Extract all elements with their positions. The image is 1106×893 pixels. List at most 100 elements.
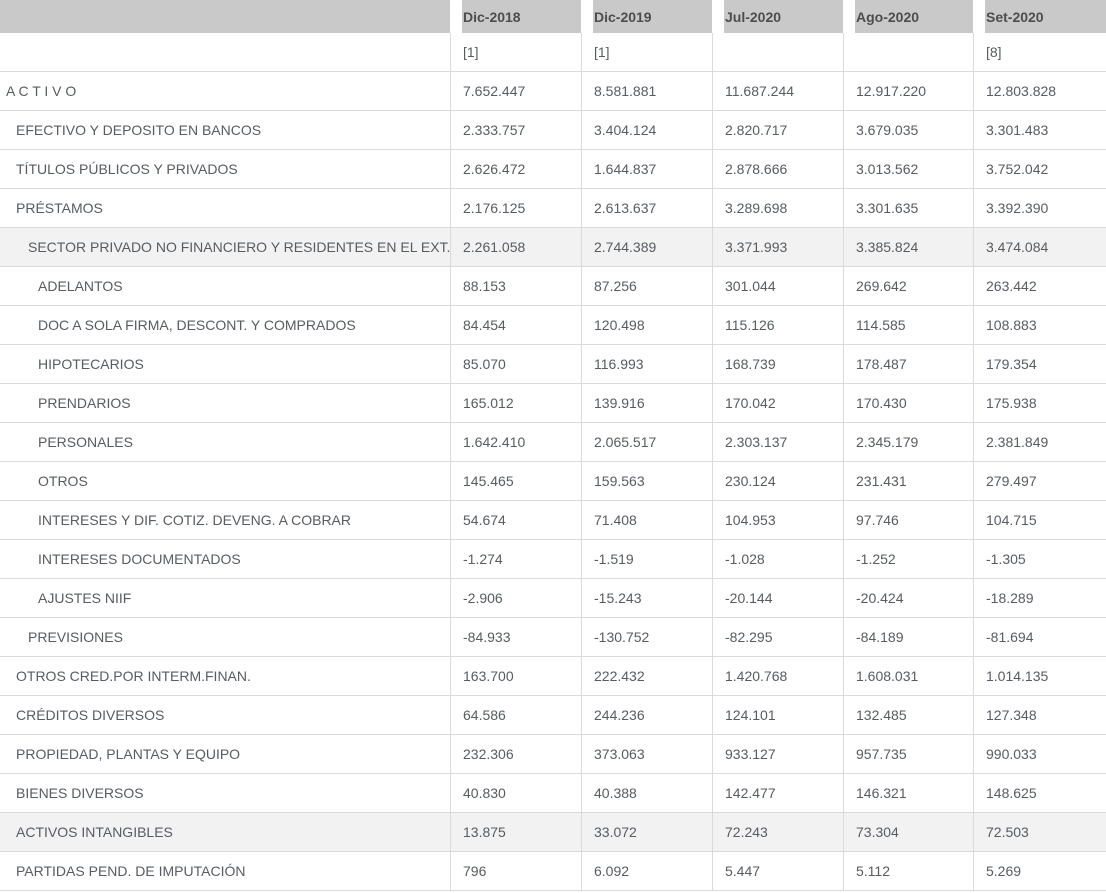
notes-row: [1] [1] [8] (0, 33, 1106, 72)
value-cell: 2.381.849 (973, 423, 1106, 462)
table-row: PROPIEDAD, PLANTAS Y EQUIPO 232.306 373.06… (0, 735, 1106, 774)
value-cell: -18.289 (973, 579, 1106, 618)
column-header-dic-2018: Dic-2018 (450, 0, 581, 33)
value-cell: 168.739 (712, 345, 843, 384)
value-cell: -1.252 (843, 540, 973, 579)
value-cell: 145.465 (450, 462, 581, 501)
value-cell: 2.345.179 (843, 423, 973, 462)
value-cell: 301.044 (712, 267, 843, 306)
row-label: SECTOR PRIVADO NO FINANCIERO Y RESIDENTE… (0, 228, 450, 267)
value-cell: 5.269 (973, 852, 1106, 891)
value-cell: 159.563 (581, 462, 712, 501)
value-cell: 175.938 (973, 384, 1106, 423)
value-cell: 2.878.666 (712, 150, 843, 189)
notes-row-label (0, 33, 450, 72)
value-cell: 163.700 (450, 657, 581, 696)
row-label: PERSONALES (0, 423, 450, 462)
value-cell: 13.875 (450, 813, 581, 852)
value-cell: 142.477 (712, 774, 843, 813)
value-cell: 104.953 (712, 501, 843, 540)
value-cell: 8.581.881 (581, 72, 712, 111)
row-label: PROPIEDAD, PLANTAS Y EQUIPO (0, 735, 450, 774)
row-label: BIENES DIVERSOS (0, 774, 450, 813)
value-cell: 3.289.698 (712, 189, 843, 228)
table-row: PERSONALES 1.642.410 2.065.517 2.303.137 2.3… (0, 423, 1106, 462)
value-cell: 231.431 (843, 462, 973, 501)
row-label: INTERESES Y DIF. COTIZ. DEVENG. A COBRAR (0, 501, 450, 540)
value-cell: 1.014.135 (973, 657, 1106, 696)
table-row: A C T I V O 7.652.447 8.581.881 11.687.244 1… (0, 72, 1106, 111)
value-cell: 72.503 (973, 813, 1106, 852)
table-row: AJUSTES NIIF -2.906 -15.243 -20.144 -20.424-… (0, 579, 1106, 618)
row-label: A C T I V O (0, 72, 450, 111)
value-cell: 3.301.635 (843, 189, 973, 228)
value-cell: 957.735 (843, 735, 973, 774)
value-cell: 232.306 (450, 735, 581, 774)
value-cell: 72.243 (712, 813, 843, 852)
value-cell: 12.917.220 (843, 72, 973, 111)
table-row: CRÉDITOS DIVERSOS 64.586 244.236 124.101 132… (0, 696, 1106, 735)
value-cell: -84.189 (843, 618, 973, 657)
period-header-row: Dic-2018 Dic-2019 Jul-2020 Ago-2020 Set-… (0, 0, 1106, 33)
table-row: PRÉSTAMOS 2.176.125 2.613.637 3.289.698 3.30… (0, 189, 1106, 228)
table-row: ACTIVOS INTANGIBLES 13.875 33.072 72.243 73.… (0, 813, 1106, 852)
value-cell: 373.063 (581, 735, 712, 774)
table-row: HIPOTECARIOS 85.070 116.993 168.739 178.487 1… (0, 345, 1106, 384)
value-cell: -1.028 (712, 540, 843, 579)
value-cell: 2.333.757 (450, 111, 581, 150)
row-label: AJUSTES NIIF (0, 579, 450, 618)
table-row: PRENDARIOS 165.012 139.916 170.042 170.430 17… (0, 384, 1106, 423)
value-cell: 73.304 (843, 813, 973, 852)
value-cell: -15.243 (581, 579, 712, 618)
value-cell: 3.385.824 (843, 228, 973, 267)
value-cell: 64.586 (450, 696, 581, 735)
value-cell: 2.303.137 (712, 423, 843, 462)
note-cell (712, 33, 843, 72)
note-cell (843, 33, 973, 72)
row-label: HIPOTECARIOS (0, 345, 450, 384)
value-cell: 139.916 (581, 384, 712, 423)
value-cell: -1.274 (450, 540, 581, 579)
value-cell: 269.642 (843, 267, 973, 306)
value-cell: 108.883 (973, 306, 1106, 345)
table-row: SECTOR PRIVADO NO FINANCIERO Y RESIDENTE… (0, 228, 1106, 267)
value-cell: 124.101 (712, 696, 843, 735)
table-row: PARTIDAS PEND. DE IMPUTACIÓN 796 6.092 5.44… (0, 852, 1106, 891)
table-row: INTERESES DOCUMENTADOS -1.274 -1.519 -1.028… (0, 540, 1106, 579)
value-cell: 114.585 (843, 306, 973, 345)
table-row: OTROS 145.465 159.563 230.124 231.431 279.497 (0, 462, 1106, 501)
column-header-ago-2020: Ago-2020 (843, 0, 973, 33)
value-cell: 3.301.483 (973, 111, 1106, 150)
value-cell: 12.803.828 (973, 72, 1106, 111)
value-cell: 2.626.472 (450, 150, 581, 189)
value-cell: 85.070 (450, 345, 581, 384)
row-label: DOC A SOLA FIRMA, DESCONT. Y COMPRADOS (0, 306, 450, 345)
value-cell: 3.013.562 (843, 150, 973, 189)
row-label: OTROS (0, 462, 450, 501)
value-cell: 178.487 (843, 345, 973, 384)
table-row: INTERESES Y DIF. COTIZ. DEVENG. A COBRAR… (0, 501, 1106, 540)
row-label: PARTIDAS PEND. DE IMPUTACIÓN (0, 852, 450, 891)
value-cell: -84.933 (450, 618, 581, 657)
value-cell: 1.642.410 (450, 423, 581, 462)
value-cell: 244.236 (581, 696, 712, 735)
table-row: DOC A SOLA FIRMA, DESCONT. Y COMPRADOS 84… (0, 306, 1106, 345)
value-cell: 5.112 (843, 852, 973, 891)
value-cell: 7.652.447 (450, 72, 581, 111)
row-label: EFECTIVO Y DEPOSITO EN BANCOS (0, 111, 450, 150)
value-cell: 5.447 (712, 852, 843, 891)
value-cell: 148.625 (973, 774, 1106, 813)
value-cell: -81.694 (973, 618, 1106, 657)
value-cell: 3.392.390 (973, 189, 1106, 228)
value-cell: 796 (450, 852, 581, 891)
value-cell: 120.498 (581, 306, 712, 345)
value-cell: -1.519 (581, 540, 712, 579)
value-cell: 222.432 (581, 657, 712, 696)
value-cell: -1.305 (973, 540, 1106, 579)
table-row: EFECTIVO Y DEPOSITO EN BANCOS 2.333.757 3.… (0, 111, 1106, 150)
value-cell: 3.474.084 (973, 228, 1106, 267)
value-cell: 1.608.031 (843, 657, 973, 696)
value-cell: -20.424 (843, 579, 973, 618)
value-cell: 263.442 (973, 267, 1106, 306)
